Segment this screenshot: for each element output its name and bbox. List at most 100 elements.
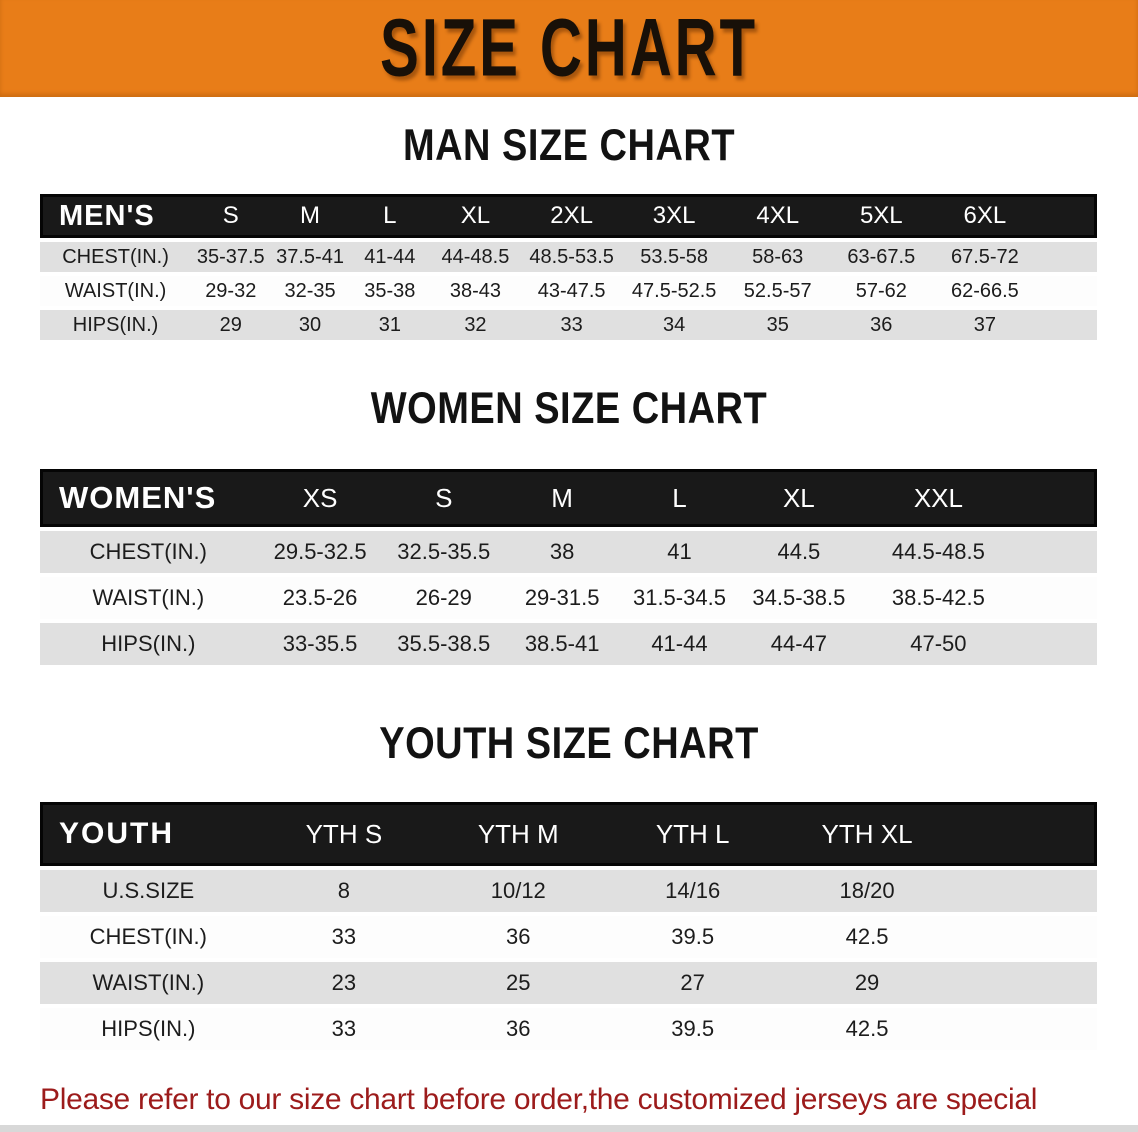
row-filler xyxy=(1036,310,1097,340)
measurement-value: 43-47.5 xyxy=(520,276,623,306)
size-header-row: MEN'S S M L XL 2XL 3XL 4XL 5XL 6XL xyxy=(40,194,1097,238)
measurement-value: 33-35.5 xyxy=(256,623,384,665)
measurement-value: 41 xyxy=(620,531,739,573)
row-filler xyxy=(954,916,1097,958)
measurement-value: 8 xyxy=(256,870,432,912)
measurement-value: 32 xyxy=(430,310,521,340)
measurement-value: 29-32 xyxy=(191,276,271,306)
men-section-heading-text: MAN SIZE CHART xyxy=(402,121,736,171)
table-corner-label: WOMEN'S xyxy=(40,469,257,527)
measurement-value: 10/12 xyxy=(431,870,606,912)
row-filler xyxy=(1036,276,1097,306)
measurement-value: 41-44 xyxy=(349,242,430,272)
measurement-value: 26-29 xyxy=(383,577,504,619)
measurement-value: 38.5-42.5 xyxy=(859,577,1018,619)
measurement-value: 25 xyxy=(431,962,606,1004)
measurement-value: 35-38 xyxy=(349,276,430,306)
table-corner-label: YOUTH xyxy=(40,802,257,866)
youth-section: YOUTH SIZE CHART YOUTH YTH S YTH M YTH L YTH… xyxy=(0,669,1138,1054)
measurement-value: 52.5-57 xyxy=(725,276,830,306)
row-label: HIPS(IN.) xyxy=(40,1008,257,1050)
row-label: CHEST(IN.) xyxy=(40,242,192,272)
women-section-heading: WOMEN SIZE CHART xyxy=(0,344,1138,437)
men-section-heading: MAN SIZE CHART xyxy=(0,97,1138,174)
measurement-value: 58-63 xyxy=(725,242,830,272)
measurement-value: 42.5 xyxy=(779,916,955,958)
size-column-header: L xyxy=(620,469,739,527)
size-column-header: 3XL xyxy=(622,194,726,238)
measurement-value: 37 xyxy=(933,310,1037,340)
row-filler xyxy=(1017,577,1097,619)
measurement-value: 38-43 xyxy=(430,276,521,306)
women-size-table: WOMEN'S XS S M L XL XXL CHEST(IN.) 29.5-32.5 32.… xyxy=(40,465,1097,669)
measurement-row: WAIST(IN.) 23 25 27 29 xyxy=(40,962,1097,1004)
measurement-value: 33 xyxy=(256,916,432,958)
measurement-value: 63-67.5 xyxy=(829,242,934,272)
row-label: HIPS(IN.) xyxy=(40,310,192,340)
size-column-header: YTH M xyxy=(431,802,606,866)
measurement-row: CHEST(IN.) 35-37.5 37.5-41 41-44 44-48.5 48.5… xyxy=(40,242,1097,272)
measurement-value: 44-47 xyxy=(738,623,860,665)
men-section: MAN SIZE CHART MEN'S S M L XL 2XL 3XL 4XL 5XL 6XL… xyxy=(0,97,1138,344)
measurement-value: 23 xyxy=(256,962,432,1004)
measurement-row: WAIST(IN.) 29-32 32-35 35-38 38-43 43-47.5 47.… xyxy=(40,276,1097,306)
size-column-header: L xyxy=(349,194,430,238)
women-section-heading-text: WOMEN SIZE CHART xyxy=(370,384,768,434)
disclaimer-line-1: Please refer to our size chart before or… xyxy=(40,1083,1038,1132)
measurement-value: 34.5-38.5 xyxy=(738,577,860,619)
measurement-value: 31.5-34.5 xyxy=(620,577,739,619)
measurement-value: 57-62 xyxy=(829,276,934,306)
measurement-row: HIPS(IN.) 33 36 39.5 42.5 xyxy=(40,1008,1097,1050)
size-column-header: XS xyxy=(256,469,384,527)
measurement-value: 53.5-58 xyxy=(622,242,726,272)
size-column-header: YTH XL xyxy=(779,802,955,866)
row-label: WAIST(IN.) xyxy=(40,276,192,306)
row-filler xyxy=(954,870,1097,912)
measurement-value: 32-35 xyxy=(270,276,350,306)
measurement-value: 29 xyxy=(779,962,955,1004)
size-column-header: M xyxy=(504,469,621,527)
measurement-value: 34 xyxy=(622,310,726,340)
size-column-header: 4XL xyxy=(725,194,830,238)
bottom-edge-strip xyxy=(0,1125,1138,1132)
measurement-row: WAIST(IN.) 23.5-26 26-29 29-31.5 31.5-34.5 34… xyxy=(40,577,1097,619)
measurement-value: 29 xyxy=(191,310,271,340)
measurement-value: 44.5 xyxy=(738,531,860,573)
measurement-value: 36 xyxy=(431,916,606,958)
youth-size-table: YOUTH YTH S YTH M YTH L YTH XL U.S.SIZE 8 10/1… xyxy=(40,798,1097,1054)
size-column-header: XXL xyxy=(859,469,1018,527)
measurement-row: HIPS(IN.) 29 30 31 32 33 34 35 36 37 xyxy=(40,310,1097,340)
measurement-value: 36 xyxy=(829,310,934,340)
size-column-header: XL xyxy=(738,469,860,527)
measurement-value: 37.5-41 xyxy=(270,242,350,272)
measurement-value: 33 xyxy=(520,310,623,340)
measurement-value: 23.5-26 xyxy=(256,577,384,619)
measurement-value: 42.5 xyxy=(779,1008,955,1050)
measurement-value: 35 xyxy=(725,310,830,340)
measurement-value: 30 xyxy=(270,310,350,340)
measurement-value: 47.5-52.5 xyxy=(622,276,726,306)
row-filler xyxy=(954,962,1097,1004)
measurement-value: 18/20 xyxy=(779,870,955,912)
row-filler xyxy=(1036,242,1097,272)
measurement-row: CHEST(IN.) 29.5-32.5 32.5-35.5 38 41 44.5 44.5… xyxy=(40,531,1097,573)
women-section: WOMEN SIZE CHART WOMEN'S XS S M L XL XXL CHEST… xyxy=(0,344,1138,669)
measurement-row: U.S.SIZE 8 10/12 14/16 18/20 xyxy=(40,870,1097,912)
disclaimer: Please refer to our size chart before or… xyxy=(40,1078,1138,1132)
measurement-row: HIPS(IN.) 33-35.5 35.5-38.5 38.5-41 41-44 44-… xyxy=(40,623,1097,665)
measurement-value: 14/16 xyxy=(605,870,780,912)
header-filler xyxy=(954,802,1097,866)
measurement-value: 29.5-32.5 xyxy=(256,531,384,573)
table-corner-label: MEN'S xyxy=(40,194,192,238)
measurement-value: 44.5-48.5 xyxy=(859,531,1018,573)
measurement-value: 29-31.5 xyxy=(504,577,621,619)
size-column-header: S xyxy=(383,469,504,527)
row-filler xyxy=(954,1008,1097,1050)
measurement-value: 67.5-72 xyxy=(933,242,1037,272)
size-column-header: 2XL xyxy=(520,194,623,238)
row-label: CHEST(IN.) xyxy=(40,916,257,958)
header-filler xyxy=(1017,469,1097,527)
measurement-value: 32.5-35.5 xyxy=(383,531,504,573)
measurement-value: 35-37.5 xyxy=(191,242,271,272)
size-column-header: YTH S xyxy=(256,802,432,866)
